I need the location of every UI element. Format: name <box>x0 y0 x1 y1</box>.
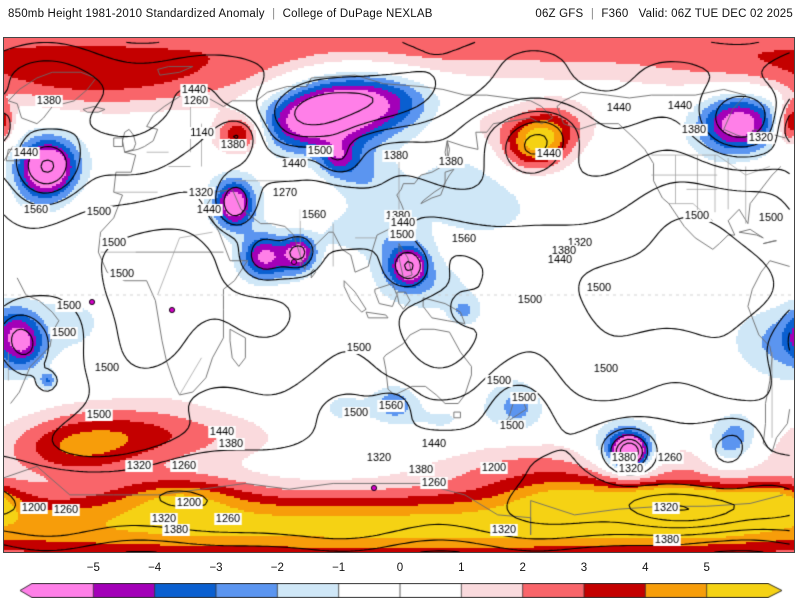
colorbar-tick-neg4: −4 <box>148 562 162 574</box>
header-separator-2: | <box>590 8 594 20</box>
weather-map-canvas[interactable] <box>4 38 794 552</box>
header-separator-1: | <box>272 8 276 20</box>
header-right-info: 06Z GFS | F360 Valid: 06Z TUE DEC 02 202… <box>535 8 793 20</box>
colorbar-tick-pos0: 0 <box>396 562 404 574</box>
map-frame <box>3 37 795 553</box>
colorbar-tick-neg2: −2 <box>270 562 284 574</box>
colorbar-tick-neg1: −1 <box>332 562 346 574</box>
header-model-run: 06Z GFS <box>535 8 584 20</box>
colorbar-tick-neg3: −3 <box>209 562 223 574</box>
colorbar-tick-pos5: 5 <box>703 562 710 574</box>
colorbar-tick-pos4: 4 <box>642 562 649 574</box>
header-source-text: College of DuPage NEXLAB <box>282 8 433 20</box>
colorbar-tick-labels: −5 −4 −3 −2 −1 0 1 2 3 4 5 <box>0 562 800 578</box>
colorbar-gradient <box>0 583 800 598</box>
colorbar-tick-neg5: −5 <box>86 562 100 574</box>
header-left-title: 850mb Height 1981-2010 Standardized Anom… <box>8 8 433 20</box>
header-bar: 850mb Height 1981-2010 Standardized Anom… <box>0 0 800 32</box>
colorbar-tick-pos2: 2 <box>519 562 526 574</box>
colorbar-tick-pos1: 1 <box>458 562 465 574</box>
colorbar: −5 −4 −3 −2 −1 0 1 2 3 4 5 <box>0 562 800 600</box>
header-forecast-hour: F360 <box>601 8 629 20</box>
header-title-text: 850mb Height 1981-2010 Standardized Anom… <box>8 8 265 20</box>
colorbar-tick-pos3: 3 <box>580 562 588 574</box>
header-valid-time: Valid: 06Z TUE DEC 02 2025 <box>638 8 793 20</box>
